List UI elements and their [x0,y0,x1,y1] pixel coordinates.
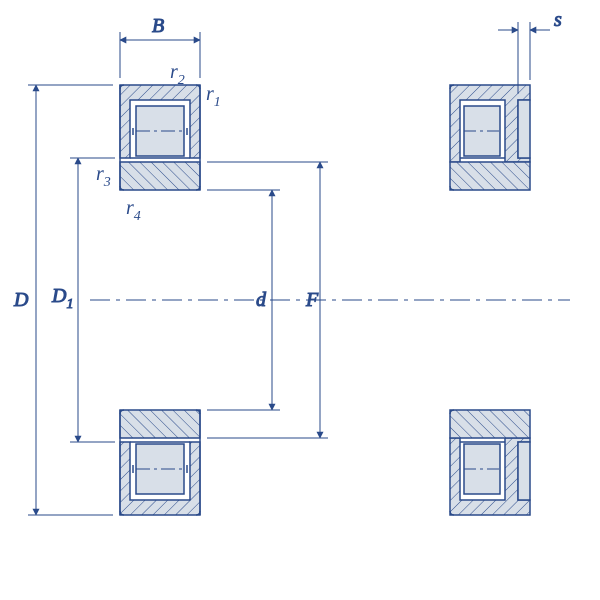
inner-ring-top [120,162,200,190]
right-inner-ring-top [450,162,530,190]
inner-ring-bottom [120,410,200,438]
label-B: B [152,15,164,37]
right-inner-ring-bottom [450,410,530,438]
label-D: D [13,289,29,311]
label-d: d [256,289,267,311]
label-s: s [554,9,562,31]
label-F: F [305,289,319,311]
snap-ring-bottom [518,442,530,500]
bearing-schematic: B D D1 d F s r2 r1 r3 r4 [0,0,600,600]
snap-ring-top [518,100,530,158]
